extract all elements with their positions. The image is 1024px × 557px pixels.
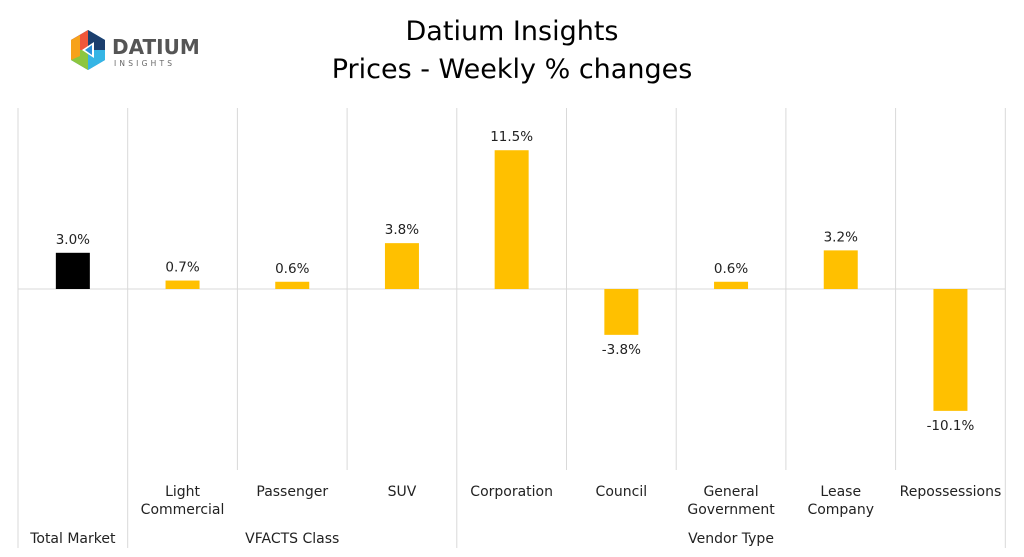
svg-text:DATIUM: DATIUM <box>112 35 198 59</box>
category-label: Passenger <box>256 484 328 500</box>
data-label: -3.8% <box>602 342 641 358</box>
data-label: 0.7% <box>165 260 199 276</box>
data-label: 3.0% <box>56 232 90 248</box>
bar-repossessions <box>933 289 968 411</box>
data-label: 3.2% <box>824 229 858 245</box>
bar-general-government <box>714 281 749 289</box>
data-label: 0.6% <box>275 261 309 277</box>
group-label: VFACTS Class <box>245 531 339 547</box>
datium-logo: DATIUM INSIGHTS <box>68 26 200 80</box>
data-label: 3.8% <box>385 222 419 238</box>
chart-title: Datium Insights <box>405 16 619 47</box>
bar-suv <box>384 243 419 289</box>
category-label: General <box>703 484 758 500</box>
category-label: Repossessions <box>900 484 1002 500</box>
category-label: Commercial <box>141 502 225 518</box>
category-label: Council <box>596 484 648 500</box>
bar-council <box>604 289 639 335</box>
group-label: Vendor Type <box>688 531 774 547</box>
category-label: Government <box>687 502 775 518</box>
category-label: Light <box>165 484 200 500</box>
bar-total-market <box>55 252 90 289</box>
chart-subtitle: Prices - Weekly % changes <box>331 54 693 85</box>
bar-corporation <box>494 150 529 289</box>
category-label: Lease <box>820 484 861 500</box>
bar-passenger <box>275 281 310 289</box>
bar-lease-company <box>823 250 858 289</box>
bar-light-commercial <box>165 280 200 289</box>
svg-text:INSIGHTS: INSIGHTS <box>114 59 175 68</box>
group-label: Total Market <box>29 531 116 547</box>
data-label: 11.5% <box>490 129 533 145</box>
category-label: Corporation <box>470 484 553 500</box>
data-label: -10.1% <box>927 418 975 434</box>
category-label: Company <box>807 502 874 518</box>
category-label: SUV <box>388 484 417 500</box>
data-label: 0.6% <box>714 261 748 277</box>
